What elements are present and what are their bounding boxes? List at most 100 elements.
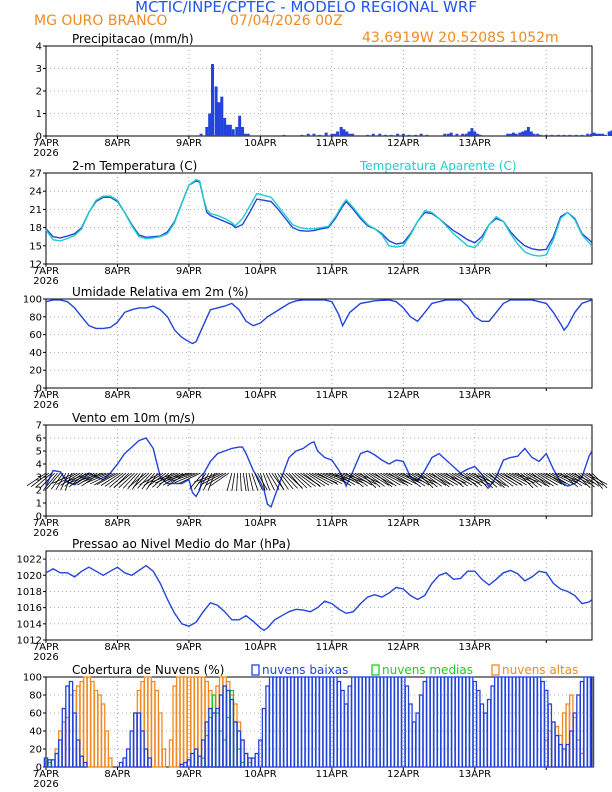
precip-bar: [601, 133, 605, 136]
precip-bar: [366, 134, 370, 136]
cloud-bar-2: [108, 757, 113, 768]
x-tick-label: 13APR: [459, 266, 492, 277]
wind-barb: [197, 472, 221, 484]
precip-bar: [532, 133, 536, 136]
precip-bar: [518, 132, 522, 136]
panel-1: 12 15 18 21 24 27 7APR 8APR 9APR 10APR 11APR 12APR 1…: [29, 159, 593, 287]
x-tick-label: 13APR: [459, 518, 492, 529]
wind-barb: [517, 472, 534, 489]
panel-title: Cobertura de Nuvens (%): [72, 663, 224, 677]
y-tick-label: 15: [29, 241, 42, 252]
cloud-bar-0: [454, 676, 460, 768]
cloud-bar-0: [211, 712, 217, 768]
panel-3: 012345677APR8APR9APR10APR11APR12APR13APR…: [26, 411, 608, 539]
cloud-bar-0: [333, 676, 338, 768]
wind-barb: [60, 472, 70, 491]
legend-swatch: [371, 664, 380, 676]
cloud-bar-0: [68, 680, 74, 768]
cloud-bar-0: [193, 748, 199, 768]
cloud-bar-0: [426, 676, 431, 768]
precip-bar: [241, 127, 245, 136]
precip-bar: [529, 131, 533, 136]
cloud-bar-0: [290, 676, 295, 768]
wind-barb: [320, 472, 343, 485]
cloud-bar-0: [497, 676, 503, 768]
wind-barb: [277, 472, 289, 490]
cloud-bar-0: [225, 689, 231, 768]
cloud-bar-0: [465, 676, 470, 768]
y-tick-label: 0: [36, 763, 42, 774]
precip-bar: [598, 133, 602, 136]
precip-bar: [586, 133, 590, 136]
cloud-bar-0: [347, 685, 352, 768]
wind-barb: [480, 472, 498, 488]
precip-bar: [443, 133, 447, 136]
cloud-bar-0: [536, 676, 542, 768]
y-tick-label: 4: [36, 42, 42, 53]
cloud-bar-0: [461, 676, 467, 768]
precip-bar: [511, 132, 515, 136]
wind-barb: [109, 472, 127, 488]
wind-barb: [248, 473, 254, 491]
wind-barb: [431, 472, 450, 488]
wind-barb: [548, 472, 570, 486]
wind-barb: [303, 472, 321, 488]
cloud-bar-0: [233, 721, 238, 768]
wind-barb: [391, 472, 413, 486]
wind-barb: [365, 472, 385, 487]
x-tick-label: 8APR: [104, 642, 130, 653]
wind-barb: [86, 472, 110, 484]
wind-barb: [226, 472, 233, 491]
wind-barb: [494, 472, 514, 487]
precip-bar: [595, 133, 599, 136]
wind-barb: [128, 472, 147, 488]
wind-barb: [46, 472, 61, 489]
plot-frame: [45, 298, 593, 389]
x-tick-label: 9APR: [176, 642, 202, 653]
wind-barb: [586, 472, 608, 485]
y-tick-label: 1018: [17, 587, 42, 598]
panel-4: 1012 1014 1016 1018 1020 1022 7APR 8APR 9APR 10AP…: [17, 537, 593, 663]
wind-barb: [566, 472, 587, 486]
cloud-bar-0: [351, 676, 356, 768]
wind-barb: [60, 472, 81, 486]
cloud-bar-0: [476, 689, 481, 768]
wind-barb: [345, 472, 364, 488]
wind-barb: [460, 472, 479, 488]
y-tick-label: 20: [29, 366, 42, 377]
cloud-bar-0: [318, 676, 324, 768]
wind-barb: [201, 472, 224, 485]
x-tick-label: 9APR: [176, 266, 202, 277]
wind-barb: [363, 472, 381, 488]
coords-label: 43.6919W 20.5208S 1052m: [362, 30, 559, 46]
wind-barb: [540, 472, 563, 485]
y-tick-label: 0: [36, 132, 42, 143]
page-title: MCTIC/INPE/CPTEC - MODELO REGIONAL WRF: [135, 0, 477, 16]
cloud-bar-0: [122, 757, 127, 768]
wind-barb: [357, 472, 381, 484]
wind-barb: [44, 472, 58, 490]
cloud-bar-2: [147, 676, 152, 768]
cloud-bar-0: [129, 730, 135, 768]
cloud-bar-0: [436, 676, 442, 768]
wind-barb: [170, 472, 195, 482]
cloud-bar-0: [79, 755, 84, 768]
precip-bar: [351, 133, 355, 136]
wind-barb: [260, 472, 266, 491]
wind-barb: [308, 472, 330, 486]
wind-barb: [56, 472, 78, 485]
x-tick-label: 8APR: [104, 138, 130, 149]
cloud-bar-0: [447, 676, 453, 768]
precip-bar: [425, 134, 429, 136]
wind-barb: [294, 472, 312, 488]
y-tick-label: 2: [36, 87, 42, 98]
wind-barb: [77, 472, 98, 486]
plot-frame: [45, 172, 593, 265]
precip-bar: [413, 134, 417, 136]
precip-bar: [446, 133, 450, 136]
wind-barb: [122, 472, 138, 489]
cloud-bar-0: [222, 685, 227, 768]
precip-bar: [345, 131, 349, 136]
precip-bar: [226, 124, 230, 136]
precip-bar: [407, 134, 411, 136]
